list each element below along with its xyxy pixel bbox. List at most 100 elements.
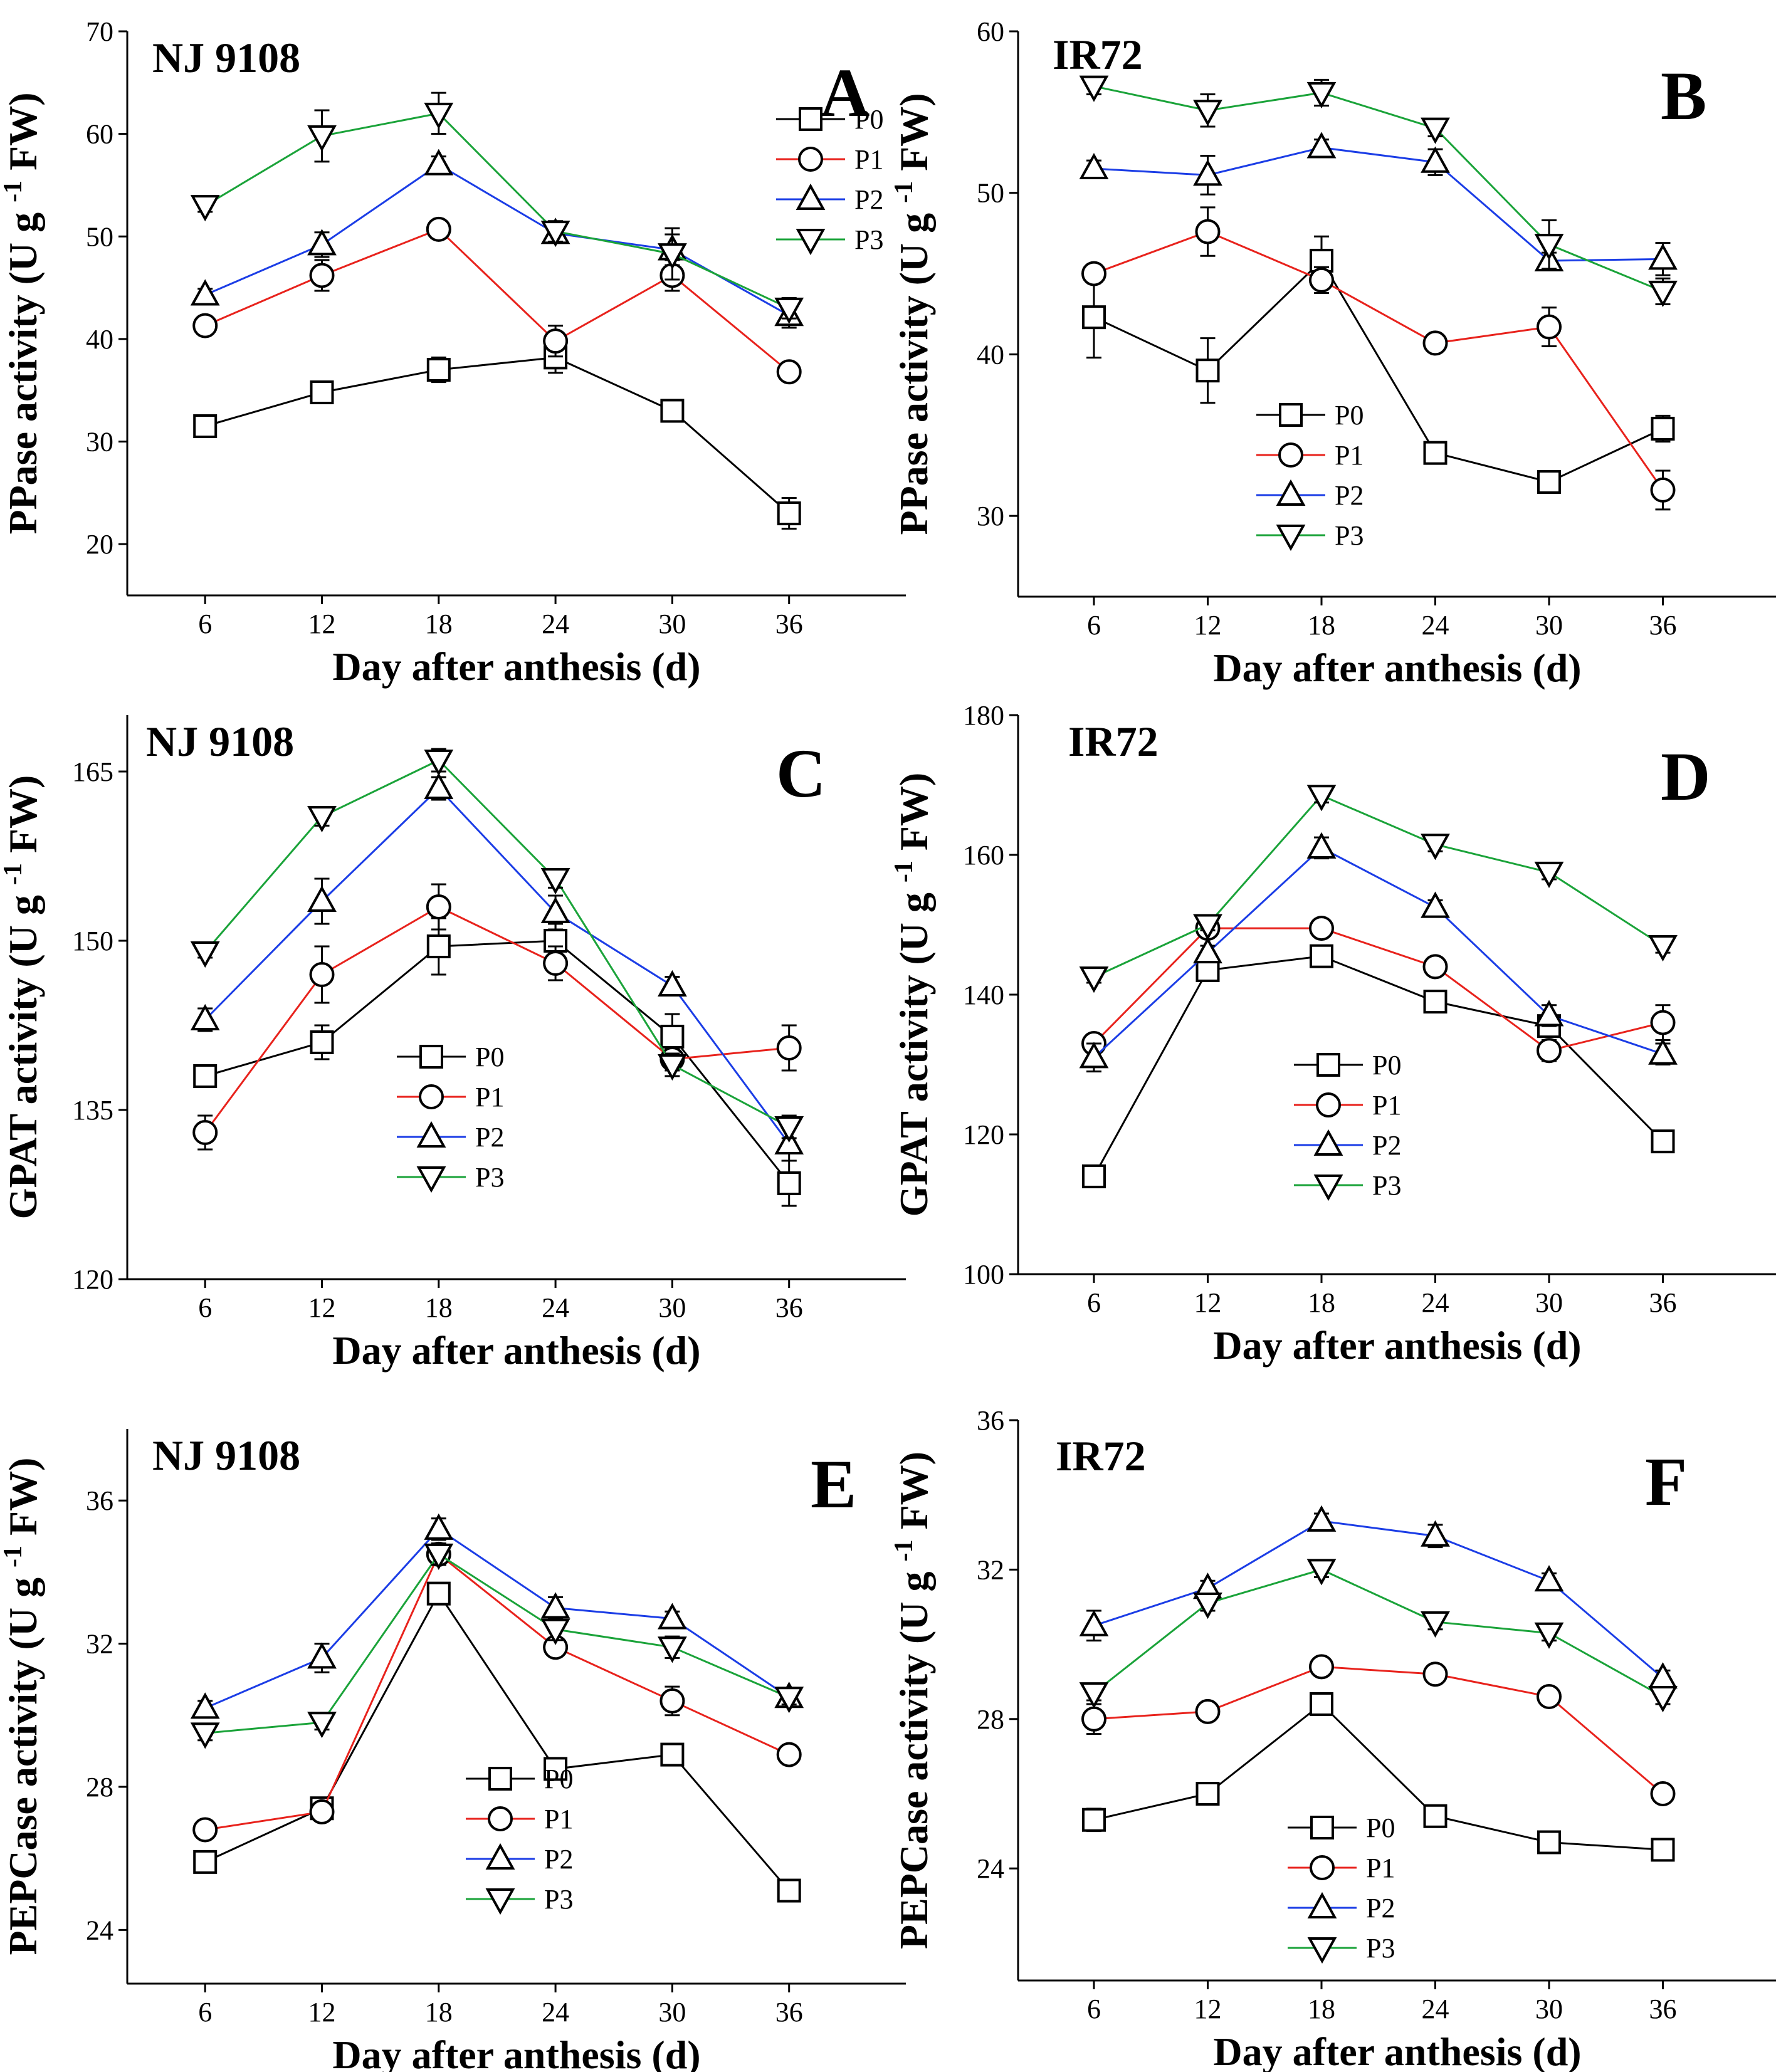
x-tick-label: 24 [1422, 1994, 1449, 2024]
legend: P0 P1 P2 P3 [466, 1764, 573, 1915]
y-axis-title-end: FW) [1, 1458, 45, 1546]
series-line-p3 [205, 1552, 790, 1734]
series-p3 [190, 748, 804, 1143]
series-p2 [190, 1513, 804, 1719]
legend-marker-p3 [485, 1888, 515, 1915]
data-point-p2 [1193, 936, 1222, 964]
series-p2 [1079, 832, 1678, 1073]
data-point-p2 [1306, 1505, 1337, 1532]
x-tick-label: 30 [658, 1292, 686, 1323]
data-point-p0 [544, 1757, 568, 1781]
series-p3 [190, 1542, 804, 1749]
x-tick-label: 12 [308, 1292, 336, 1323]
legend-marker-p3 [1313, 1175, 1343, 1201]
legend-marker-p3 [1276, 525, 1306, 552]
series-line-p1 [204, 1552, 790, 1831]
x-tick-label: 12 [1194, 1994, 1222, 2024]
data-point-p2 [1648, 1038, 1678, 1065]
data-point-p2 [658, 970, 687, 997]
legend-marker-p1 [1278, 442, 1303, 468]
x-tick-label: 30 [1535, 610, 1563, 641]
y-axis-title: GPAT activity (U g -1 FW) [0, 775, 45, 1220]
data-point-p3 [1193, 1593, 1222, 1619]
data-point-p2 [307, 1642, 337, 1669]
data-point-p1 [1650, 1010, 1676, 1035]
data-point-p0 [193, 1064, 218, 1088]
y-axis-title-end: FW) [891, 1452, 936, 1539]
series-line-p0 [204, 356, 790, 515]
data-point-p3 [1306, 785, 1337, 812]
data-point-p0 [1651, 1129, 1675, 1154]
data-point-p1 [659, 1688, 685, 1714]
y-tick-label: 50 [977, 178, 1004, 209]
data-point-p2 [1534, 1000, 1564, 1027]
data-point-p3 [1079, 966, 1109, 993]
legend-label-p3: P3 [1372, 1170, 1401, 1201]
data-point-p1 [1195, 1698, 1221, 1724]
data-point-p3 [190, 941, 220, 968]
data-point-p0 [426, 1581, 451, 1606]
x-tick-label: 18 [1308, 1994, 1335, 2024]
panel-letter: D [1661, 738, 1710, 815]
x-tick-label: 30 [658, 1997, 686, 2028]
legend-marker-p2 [485, 1843, 515, 1870]
y-tick-label: 100 [963, 1259, 1004, 1290]
x-tick-label: 6 [198, 1292, 212, 1323]
data-point-p3 [540, 221, 570, 248]
data-point-p3 [1193, 100, 1222, 127]
data-point-p0 [777, 1171, 801, 1195]
data-point-p0 [660, 399, 685, 423]
data-point-p3 [307, 125, 337, 152]
data-point-p2 [540, 896, 570, 923]
data-point-p1 [776, 1035, 802, 1060]
data-point-p2 [1421, 891, 1450, 918]
data-point-p0 [193, 414, 218, 438]
variety-label: NJ 9108 [146, 718, 294, 765]
legend-marker-p1 [419, 1084, 444, 1109]
y-axis-title-end: FW) [891, 773, 936, 861]
y-axis-title-sup: -1 [890, 181, 918, 203]
legend-label-p1: P1 [1366, 1853, 1395, 1883]
y-tick-label: 150 [72, 926, 113, 956]
data-point-p0 [426, 358, 451, 382]
legend: P0 P1 P2 P3 [1256, 400, 1364, 552]
x-tick-label: 36 [775, 609, 803, 639]
x-axis-title: Day after anthesis (d) [332, 2033, 700, 2072]
data-point-p1 [1422, 1661, 1448, 1687]
data-point-p3 [1306, 81, 1337, 109]
data-point-p1 [192, 1817, 218, 1843]
legend-label-p0: P0 [1372, 1050, 1401, 1080]
y-tick-label: 20 [86, 529, 113, 560]
y-axis-title-end: FW) [891, 93, 936, 181]
x-tick-label: 12 [308, 1997, 336, 2028]
series-line-p2 [204, 163, 790, 317]
series-p2 [1079, 1505, 1678, 1689]
data-point-p3 [1079, 75, 1109, 102]
y-tick-label: 32 [977, 1554, 1004, 1585]
series-line-p1 [1093, 1665, 1664, 1795]
x-tick-label: 12 [1194, 1287, 1222, 1318]
panel-letter: F [1645, 1443, 1687, 1520]
series-line-p2 [1093, 847, 1663, 1059]
panel-letter: C [776, 735, 826, 812]
legend-marker-p1 [488, 1806, 513, 1831]
legend-label-p0: P0 [854, 104, 883, 135]
data-point-p1 [1081, 1706, 1106, 1732]
data-point-p3 [1534, 861, 1564, 888]
data-point-p2 [1193, 159, 1222, 186]
data-point-p3 [190, 195, 220, 222]
y-tick-label: 30 [977, 501, 1004, 531]
data-point-p2 [1306, 832, 1337, 859]
x-tick-label: 36 [1649, 1287, 1677, 1318]
legend-label-p1: P1 [1372, 1090, 1401, 1121]
data-point-p1 [1650, 1781, 1676, 1806]
data-point-p0 [1082, 1164, 1106, 1188]
data-point-p3 [424, 1543, 454, 1570]
data-point-p1 [1422, 330, 1448, 356]
x-tick-label: 24 [542, 1292, 569, 1323]
y-tick-label: 24 [977, 1853, 1004, 1884]
y-axis-title-main: PPase activity (U g [1, 202, 45, 535]
x-tick-label: 18 [425, 1292, 453, 1323]
y-axis-title-main: PEPCase activity (U g [1, 1567, 45, 1955]
data-point-p3 [774, 297, 804, 324]
